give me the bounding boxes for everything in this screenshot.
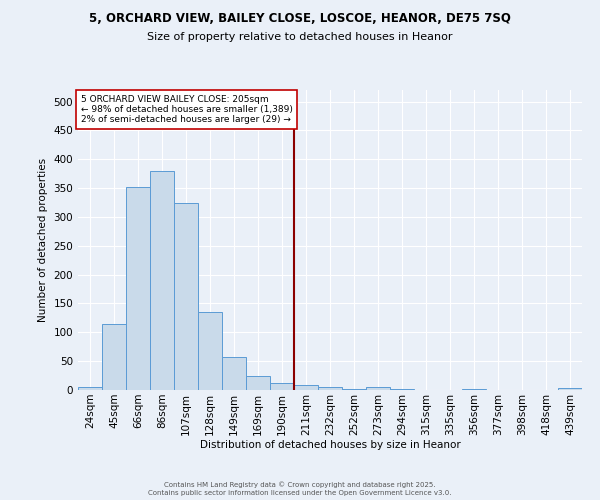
Bar	[222, 357, 246, 390]
Bar	[174, 203, 198, 390]
Y-axis label: Number of detached properties: Number of detached properties	[38, 158, 48, 322]
Bar	[126, 188, 150, 390]
Bar	[198, 312, 222, 390]
Bar	[318, 387, 342, 390]
X-axis label: Distribution of detached houses by size in Heanor: Distribution of detached houses by size …	[200, 440, 460, 450]
Bar	[246, 376, 270, 390]
Text: 5, ORCHARD VIEW, BAILEY CLOSE, LOSCOE, HEANOR, DE75 7SQ: 5, ORCHARD VIEW, BAILEY CLOSE, LOSCOE, H…	[89, 12, 511, 26]
Bar	[294, 386, 318, 390]
Bar	[342, 389, 366, 390]
Text: 5 ORCHARD VIEW BAILEY CLOSE: 205sqm
← 98% of detached houses are smaller (1,389): 5 ORCHARD VIEW BAILEY CLOSE: 205sqm ← 98…	[80, 94, 292, 124]
Bar	[150, 172, 174, 390]
Bar	[366, 387, 390, 390]
Text: Contains public sector information licensed under the Open Government Licence v3: Contains public sector information licen…	[148, 490, 452, 496]
Bar	[558, 388, 582, 390]
Bar	[462, 389, 486, 390]
Text: Size of property relative to detached houses in Heanor: Size of property relative to detached ho…	[147, 32, 453, 42]
Bar	[102, 324, 126, 390]
Text: Contains HM Land Registry data © Crown copyright and database right 2025.: Contains HM Land Registry data © Crown c…	[164, 481, 436, 488]
Bar	[270, 383, 294, 390]
Bar	[78, 387, 102, 390]
